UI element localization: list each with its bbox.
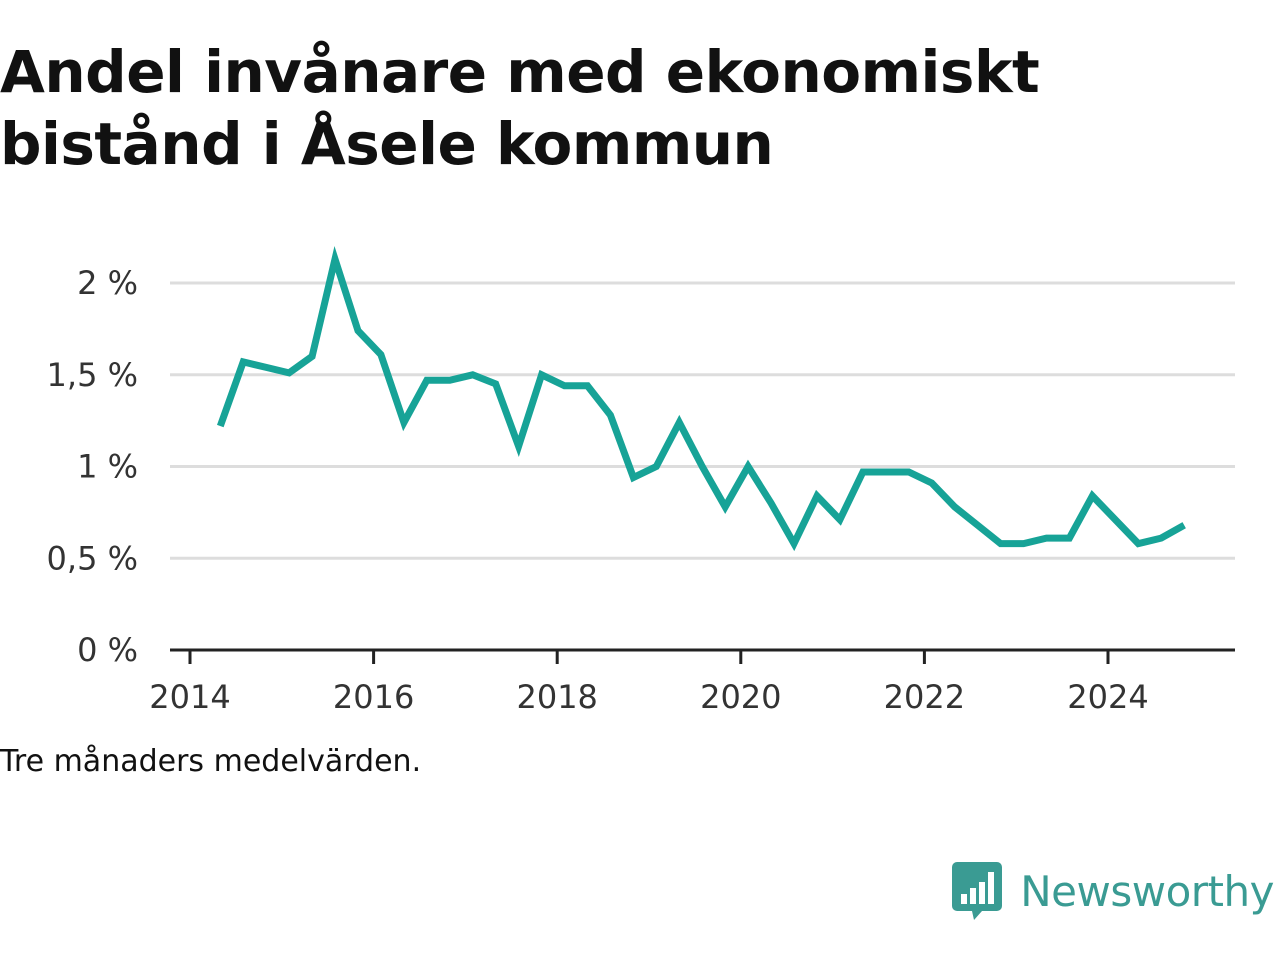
x-axis-ticks [188,650,1110,664]
x-axis-labels: 2014 2016 2018 2020 2022 2024 [149,678,1148,716]
y-tick-label: 2 % [77,264,138,302]
chart-footnote: Tre månaders medelvärden. [0,744,422,779]
series-line [217,246,1186,552]
brand-logo[interactable]: Newsworthy [952,862,1274,920]
chart-title: Andel invånare med ekonomiskt bistånd i … [0,38,1040,178]
y-tick-label: 1 % [77,448,138,486]
line-chart: 0 % 0,5 % 1 % 1,5 % 2 % 2014 2016 2018 2020 2022… [47,246,1235,716]
y-tick-label: 0,5 % [47,539,138,577]
y-tick-label: 0 % [77,631,138,669]
brand-name: Newsworthy [1020,866,1274,916]
y-tick-label: 1,5 % [47,356,138,394]
x-tick-label: 2024 [1067,678,1148,716]
x-tick-label: 2014 [149,678,230,716]
y-axis-labels: 0 % 0,5 % 1 % 1,5 % 2 % [47,264,138,669]
bar-chart-speech-bubble-icon [952,862,1003,920]
grid-lines [170,281,1235,560]
x-tick-label: 2016 [333,678,414,716]
x-tick-label: 2018 [516,678,597,716]
series-layer [217,246,1186,552]
x-tick-label: 2020 [700,678,781,716]
x-tick-label: 2022 [884,678,965,716]
